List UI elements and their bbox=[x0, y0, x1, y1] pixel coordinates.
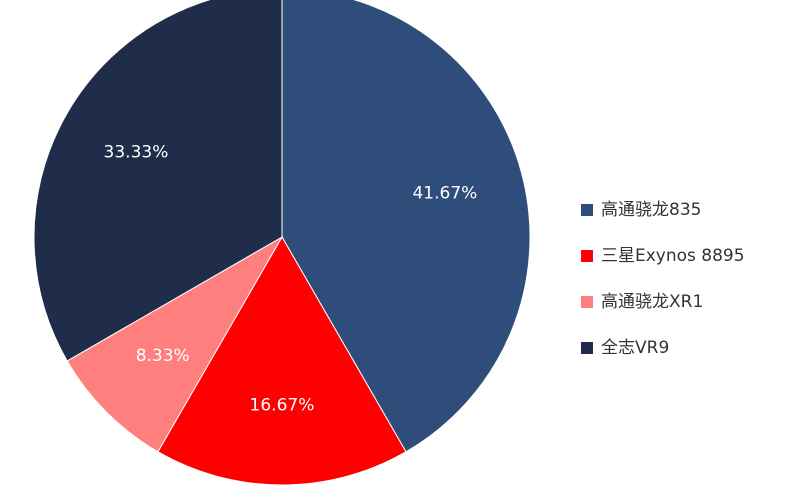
legend-swatch-1 bbox=[581, 204, 593, 216]
legend-label-3: 高通骁龙XR1 bbox=[601, 292, 703, 312]
legend-swatch-3 bbox=[581, 296, 593, 308]
pie-slices bbox=[33, 0, 531, 486]
pie-slice-2 bbox=[157, 236, 407, 486]
legend-label-1: 高通骁龙835 bbox=[601, 200, 701, 220]
legend-item-4: 全志VR9 bbox=[581, 338, 669, 358]
slice-value-label-3: 8.33% bbox=[136, 346, 190, 366]
slice-value-label-1: 41.67% bbox=[412, 183, 477, 203]
pie-slice-4 bbox=[33, 0, 283, 362]
legend-label-4: 全志VR9 bbox=[601, 338, 669, 358]
pie-slice-3 bbox=[66, 235, 284, 453]
legend-item-1: 高通骁龙835 bbox=[581, 200, 701, 220]
legend-item-3: 高通骁龙XR1 bbox=[581, 292, 703, 312]
legend-swatch-4 bbox=[581, 342, 593, 354]
slice-value-label-4: 33.33% bbox=[104, 143, 169, 163]
pie-slice-1 bbox=[281, 0, 531, 453]
legend-label-2: 三星Exynos 8895 bbox=[601, 246, 745, 266]
pie-value-labels: 41.67% 16.67% 8.33% 33.33% bbox=[104, 143, 478, 416]
legend-swatch-2 bbox=[581, 250, 593, 262]
legend: 高通骁龙835 三星Exynos 8895 高通骁龙XR1 全志VR9 bbox=[581, 200, 745, 358]
legend-item-2: 三星Exynos 8895 bbox=[581, 246, 745, 266]
slice-value-label-2: 16.67% bbox=[250, 396, 315, 416]
